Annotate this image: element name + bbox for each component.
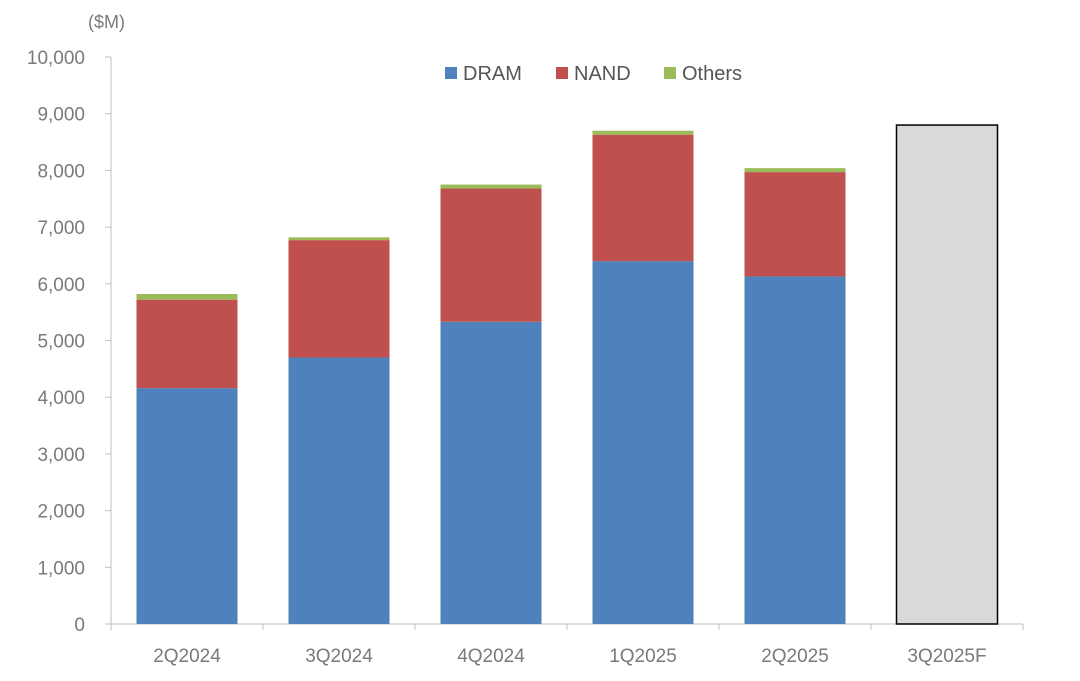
bar-segment-dram: [136, 388, 238, 624]
bar-group-3q2024: [288, 237, 390, 624]
y-tick-label: 8,000: [37, 161, 85, 182]
bar-segment-others: [440, 184, 542, 189]
bar-group-2q2025: [744, 168, 846, 624]
y-tick-label: 5,000: [37, 332, 85, 353]
bar-segment-nand: [744, 172, 846, 277]
y-tick-label: 9,000: [37, 105, 85, 126]
legend: DRAM NAND Others: [445, 63, 742, 85]
y-axis-unit-label: ($M): [88, 12, 125, 32]
y-tick-label: 4,000: [37, 388, 85, 409]
legend-item-nand: NAND: [556, 63, 631, 85]
bar-segment-others: [288, 237, 390, 241]
bar-segment-dram: [744, 276, 846, 624]
bar-segment-others: [592, 130, 694, 135]
y-tick-label: 0: [74, 615, 85, 636]
bar-segment-dram: [592, 261, 694, 624]
bar-forecast-total: [895, 124, 999, 625]
bar-segment-nand: [288, 240, 390, 358]
bar-segment-nand: [440, 188, 542, 322]
legend-label: NAND: [574, 63, 631, 85]
y-tick-label: 6,000: [37, 275, 85, 296]
bars: [136, 124, 999, 625]
legend-label: DRAM: [463, 63, 522, 85]
legend-label: Others: [682, 63, 742, 85]
bar-segment-others: [744, 168, 846, 173]
y-tick-label: 3,000: [37, 445, 85, 466]
x-axis: 2Q2024 3Q2024 4Q2024 1Q2025 2Q2025 3Q2025F: [110, 623, 1024, 667]
bar-group-2q2024: [136, 294, 238, 624]
x-tick-label: 2Q2024: [153, 646, 221, 667]
y-tick-label: 2,000: [37, 502, 85, 523]
legend-swatch: [445, 67, 457, 79]
bar-group-1q2025: [592, 130, 694, 624]
x-tick-label: 2Q2025: [761, 646, 829, 667]
x-tick-label: 4Q2024: [457, 646, 525, 667]
y-tick-label: 7,000: [37, 218, 85, 239]
y-tick-label: 1,000: [37, 558, 85, 579]
legend-swatch: [664, 67, 676, 79]
legend-item-dram: DRAM: [445, 63, 522, 85]
bar-segment-nand: [592, 134, 694, 262]
bar-group-4q2024: [440, 184, 542, 624]
bar-segment-dram: [288, 357, 390, 624]
legend-swatch: [556, 67, 568, 79]
bar-segment-nand: [136, 299, 238, 389]
bar-segment-dram: [440, 321, 542, 624]
y-axis: 0 1,000 2,000 3,000 4,000 5,000 6,000 7,000 8,00…: [27, 48, 112, 636]
x-tick-label: 3Q2024: [305, 646, 373, 667]
y-tick-label: 10,000: [27, 48, 85, 69]
legend-item-others: Others: [664, 63, 742, 85]
bar-segment-others: [136, 294, 238, 300]
x-tick-label: 3Q2025F: [907, 646, 986, 667]
x-tick-label: 1Q2025: [609, 646, 677, 667]
bar-group-3q2025f: [895, 124, 999, 625]
